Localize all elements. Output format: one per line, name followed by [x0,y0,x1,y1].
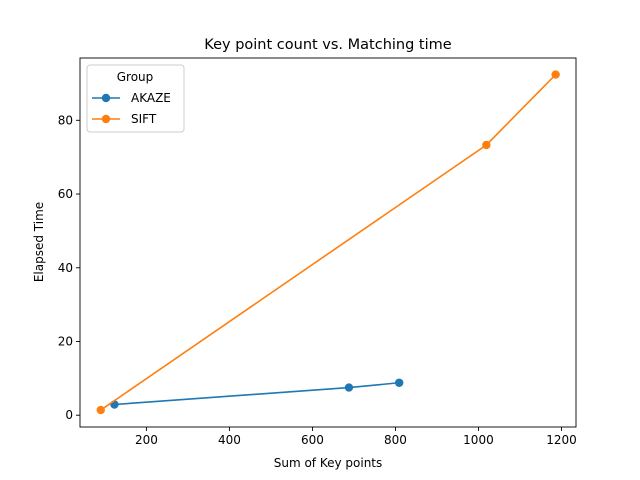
data-point-sift [551,70,560,79]
x-tick-label: 800 [384,433,407,447]
x-axis: 200 400 600 800 1000 1200 [135,427,577,447]
data-point-akaze [344,383,354,392]
legend-title: Group [117,70,154,84]
legend-marker-sift [101,114,111,124]
plot-area [96,70,560,415]
legend-label-akaze: AKAZE [131,91,171,105]
y-axis: 0 20 40 60 80 [58,113,80,422]
data-point-akaze [394,378,404,387]
legend-label-sift: SIFT [131,112,157,126]
legend-entries: AKAZE SIFT [92,91,171,126]
series-line-akaze [114,381,400,406]
x-tick-label: 1200 [546,433,577,447]
legend-box [86,64,185,133]
x-tick-label: 200 [135,433,158,447]
y-tick-label: 80 [58,113,73,127]
y-tick-label: 0 [65,408,73,422]
y-tick-label: 20 [58,334,73,348]
y-axis-label: Elapsed Time [32,202,46,282]
data-point-sift [96,405,105,415]
data-point-sift [482,140,491,150]
x-tick-label: 1000 [463,433,494,447]
x-tick-label: 400 [218,433,241,447]
legend: Group AKAZE SIFT [86,64,185,133]
x-axis-label: Sum of Key points [274,456,383,470]
axes-frame [79,57,577,428]
x-tick-label: 600 [301,433,324,447]
legend-marker-akaze [101,93,111,103]
y-tick-label: 40 [58,261,73,275]
y-tick-label: 60 [58,187,73,201]
chart-title: Key point count vs. Matching time [204,37,451,53]
